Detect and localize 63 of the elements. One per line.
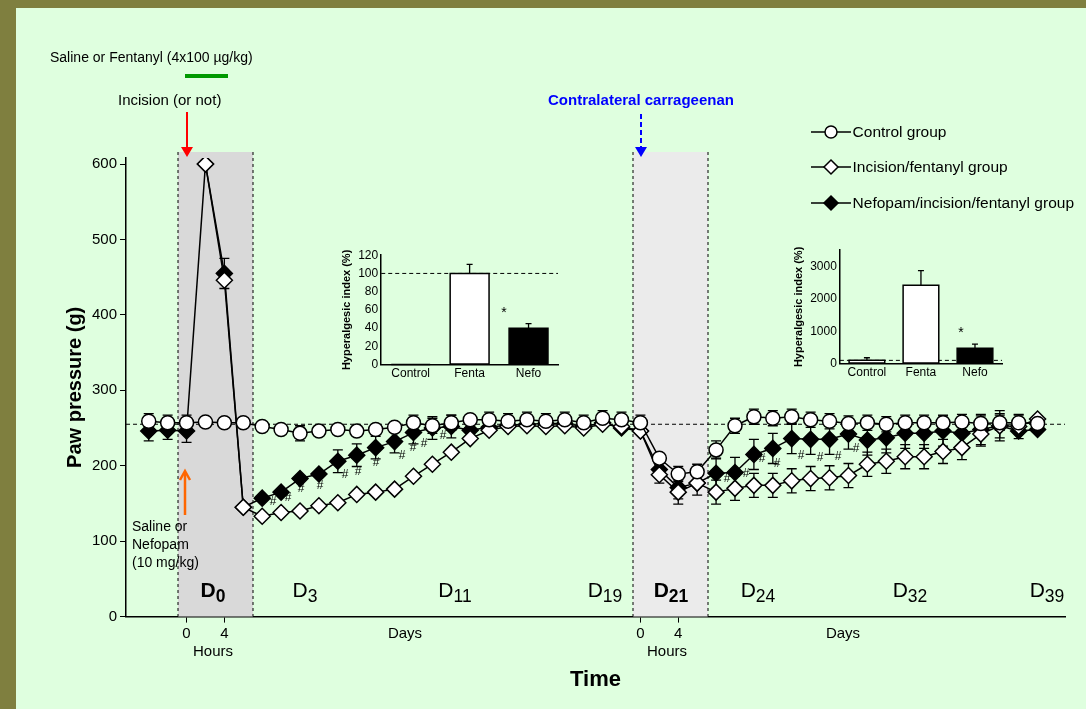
annotation: * — [501, 303, 507, 320]
y-tick-label: 20 — [364, 338, 379, 353]
y-tick-label: 200 — [92, 455, 118, 473]
annotation: # — [742, 465, 750, 480]
text: Incision (or not) — [118, 91, 222, 109]
y-tick-label: 3000 — [810, 258, 838, 273]
annotation: # — [439, 427, 447, 442]
x-tick-label: 4 — [674, 623, 683, 641]
y-tick-label: 0 — [830, 355, 838, 370]
x-tick-label: Fenta — [905, 365, 937, 380]
annotation: D$_{39}$ — [1029, 577, 1065, 606]
y-axis-title: Paw pressure (g) — [62, 306, 85, 468]
annotation: # — [398, 447, 406, 462]
annotation: D$_{19}$ — [587, 577, 623, 606]
x-axis-title: Time — [570, 665, 621, 691]
text: Hours — [646, 642, 688, 660]
y-axis-title: Hyperalgesic index (%) — [339, 249, 352, 371]
annotation: # — [852, 440, 860, 455]
x-tick-label: Fenta — [454, 366, 486, 381]
annotation: # — [816, 449, 824, 464]
y-tick-label: 600 — [92, 154, 118, 172]
text: Days — [825, 624, 861, 642]
y-tick-label: 300 — [92, 380, 118, 398]
annotation: D$_{0}$ — [200, 577, 226, 606]
y-tick-label: 0 — [108, 606, 118, 624]
legend-label: Incision/fentanyl group — [852, 158, 1008, 177]
y-tick-label: 100 — [92, 531, 118, 549]
text: Days — [387, 624, 423, 642]
annotation: # — [420, 435, 428, 450]
y-tick-label: 60 — [364, 302, 379, 317]
annotation: # — [797, 447, 805, 462]
x-tick-label: 4 — [220, 623, 229, 641]
y-tick-label: 100 — [358, 265, 379, 280]
annotation: Saline or Nefopam (10 mg/kg) — [132, 517, 199, 572]
text: Saline or Fentanyl (4x100 µg/kg) — [50, 48, 253, 65]
annotation: D$_{3}$ — [292, 577, 318, 606]
annotation: # — [834, 448, 842, 463]
y-tick-label: 2000 — [810, 291, 838, 306]
annotation: # — [341, 466, 349, 481]
annotation: # — [269, 493, 277, 508]
y-axis-title: Hyperalgesic index (%) — [791, 246, 804, 368]
x-tick-label: 0 — [182, 623, 191, 641]
x-tick-label: 0 — [636, 623, 645, 641]
y-tick-label: 40 — [364, 320, 379, 335]
legend-label: Control group — [852, 122, 947, 141]
y-tick-label: 80 — [364, 283, 379, 298]
legend-label: Nefopam/incision/fentanyl group — [852, 193, 1074, 212]
x-tick-label: Control — [847, 365, 887, 380]
y-tick-label: 1000 — [810, 323, 838, 338]
annotation: # — [409, 439, 417, 454]
text: Contralateral carrageenan — [548, 91, 734, 109]
annotation: * — [958, 323, 964, 340]
text: Hours — [192, 642, 234, 660]
y-tick-label: 400 — [92, 305, 118, 323]
y-tick-label: 500 — [92, 229, 118, 247]
x-tick-label: Nefo — [515, 366, 542, 381]
annotation: D$_{21}$ — [653, 577, 689, 606]
annotation: D$_{24}$ — [740, 577, 776, 606]
x-tick-label: Control — [391, 366, 431, 381]
annotation: D$_{32}$ — [892, 577, 928, 606]
x-tick-label: Nefo — [962, 365, 988, 380]
annotation: D$_{11}$ — [438, 577, 472, 606]
y-tick-label: 120 — [358, 247, 379, 262]
